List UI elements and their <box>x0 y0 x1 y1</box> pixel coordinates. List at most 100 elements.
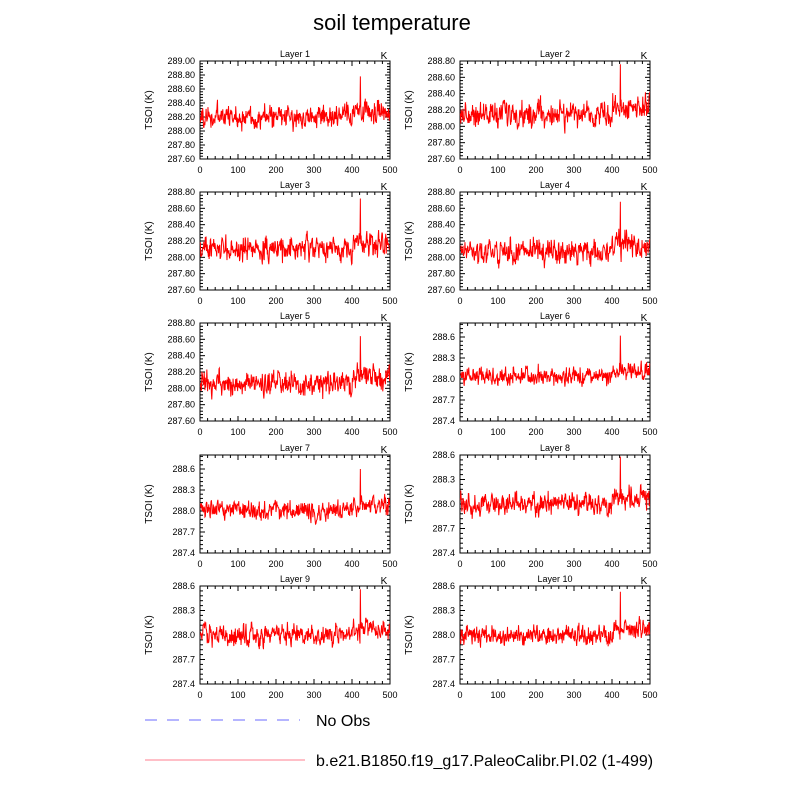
y-tick-label: 287.7 <box>172 527 195 537</box>
y-tick-label: 288.60 <box>167 84 195 94</box>
panel-units: K <box>641 182 648 193</box>
x-tick-label: 400 <box>344 165 359 175</box>
y-tick-label: 288.80 <box>427 187 455 197</box>
panel-layer-4: Layer 4 K TSOI (K) 0 100 200 300 400 500 287.60 28… <box>404 180 658 306</box>
x-tick-label: 400 <box>604 427 619 437</box>
x-tick-label: 500 <box>642 427 657 437</box>
y-tick-label: 288.0 <box>172 630 195 640</box>
panel-layer-8: Layer 8 K TSOI (K) 0 100 200 300 400 500 287.4 287… <box>404 443 658 569</box>
x-tick-label: 200 <box>528 165 543 175</box>
x-tick-label: 0 <box>197 296 202 306</box>
y-tick-label: 287.4 <box>432 548 455 558</box>
y-tick-label: 288.60 <box>427 72 455 82</box>
panel-layer-10: Layer 10 K TSOI (K) 0 100 200 300 400 500 287.4 28… <box>404 574 658 700</box>
x-tick-label: 400 <box>604 559 619 569</box>
y-tick-label: 287.60 <box>167 285 195 295</box>
x-tick-label: 100 <box>230 165 245 175</box>
y-tick-label: 288.40 <box>167 351 195 361</box>
y-tick-label: 288.0 <box>432 630 455 640</box>
y-tick-label: 288.60 <box>167 334 195 344</box>
panel-units: K <box>381 182 388 193</box>
series-line <box>459 456 651 519</box>
x-tick-label: 200 <box>528 690 543 700</box>
x-tick-label: 0 <box>197 165 202 175</box>
panel-units: K <box>641 445 648 456</box>
y-tick-label: 287.80 <box>167 400 195 410</box>
x-tick-label: 500 <box>642 165 657 175</box>
x-tick-label: 200 <box>528 427 543 437</box>
y-tick-label: 288.6 <box>172 464 195 474</box>
y-axis-label: TSOI (K) <box>404 90 415 129</box>
panel-layer-3: Layer 3 K TSOI (K) 0 100 200 300 400 500 287.60 28… <box>144 180 398 306</box>
figure-title: soil temperature <box>313 10 471 35</box>
x-tick-label: 500 <box>642 690 657 700</box>
panel-units: K <box>381 445 388 456</box>
y-tick-label: 287.4 <box>432 679 455 689</box>
plot-frame <box>459 322 651 422</box>
y-axis-label: TSOI (K) <box>144 352 155 391</box>
y-tick-label: 288.3 <box>172 606 195 616</box>
y-tick-label: 287.80 <box>427 269 455 279</box>
x-tick-label: 500 <box>382 427 397 437</box>
x-tick-label: 0 <box>457 690 462 700</box>
panel-layer-1: Layer 1 K TSOI (K) 0 100 200 300 400 500 287.60 28… <box>144 49 398 175</box>
series-line <box>199 76 391 132</box>
x-tick-label: 200 <box>268 690 283 700</box>
y-axis-label: TSOI (K) <box>144 484 155 523</box>
panel-title: Layer 6 <box>540 311 570 321</box>
series-line <box>199 468 391 526</box>
x-tick-label: 100 <box>490 690 505 700</box>
y-tick-label: 287.4 <box>172 679 195 689</box>
y-tick-label: 288.00 <box>167 252 195 262</box>
x-tick-label: 400 <box>604 690 619 700</box>
y-tick-label: 288.0 <box>172 506 195 516</box>
series-line <box>459 201 651 269</box>
y-tick-label: 288.3 <box>432 353 455 363</box>
y-tick-label: 289.00 <box>167 56 195 66</box>
x-tick-label: 0 <box>197 559 202 569</box>
panel-units: K <box>381 576 388 587</box>
x-tick-label: 500 <box>382 559 397 569</box>
x-tick-label: 300 <box>306 427 321 437</box>
x-tick-label: 500 <box>642 559 657 569</box>
y-axis-label: TSOI (K) <box>404 221 415 260</box>
x-tick-label: 100 <box>490 296 505 306</box>
panel-title: Layer 1 <box>280 49 310 59</box>
panel-units: K <box>641 313 648 324</box>
y-axis-label: TSOI (K) <box>144 615 155 654</box>
x-tick-label: 0 <box>197 690 202 700</box>
panel-title: Layer 10 <box>537 574 572 584</box>
y-tick-label: 288.60 <box>427 203 455 213</box>
x-tick-label: 0 <box>457 296 462 306</box>
y-tick-label: 287.4 <box>172 548 195 558</box>
x-tick-label: 400 <box>344 559 359 569</box>
y-tick-label: 288.40 <box>427 89 455 99</box>
y-tick-label: 287.60 <box>427 285 455 295</box>
x-tick-label: 100 <box>230 296 245 306</box>
x-tick-label: 0 <box>457 427 462 437</box>
x-tick-label: 500 <box>382 690 397 700</box>
series-line <box>199 336 391 400</box>
x-tick-label: 300 <box>566 296 581 306</box>
legend-model-label: b.e21.B1850.f19_g17.PaleoCalibr.PI.02 (1… <box>316 753 653 770</box>
y-tick-label: 288.80 <box>427 56 455 66</box>
plot-frame <box>199 585 391 685</box>
x-tick-label: 300 <box>306 165 321 175</box>
y-tick-label: 287.7 <box>172 655 195 665</box>
x-tick-label: 400 <box>604 165 619 175</box>
y-tick-label: 288.20 <box>167 367 195 377</box>
y-tick-label: 287.7 <box>432 524 455 534</box>
y-tick-label: 287.80 <box>167 140 195 150</box>
y-tick-label: 288.3 <box>432 606 455 616</box>
x-tick-label: 100 <box>230 690 245 700</box>
panel-units: K <box>641 576 648 587</box>
x-tick-label: 300 <box>306 559 321 569</box>
x-tick-label: 300 <box>566 690 581 700</box>
y-tick-label: 288.80 <box>167 187 195 197</box>
panel-layer-7: Layer 7 K TSOI (K) 0 100 200 300 400 500 287.4 287… <box>144 443 398 569</box>
panel-layer-2: Layer 2 K TSOI (K) 0 100 200 300 400 500 287.60 28… <box>404 49 658 175</box>
x-tick-label: 500 <box>382 165 397 175</box>
x-tick-label: 500 <box>642 296 657 306</box>
x-tick-label: 0 <box>457 165 462 175</box>
